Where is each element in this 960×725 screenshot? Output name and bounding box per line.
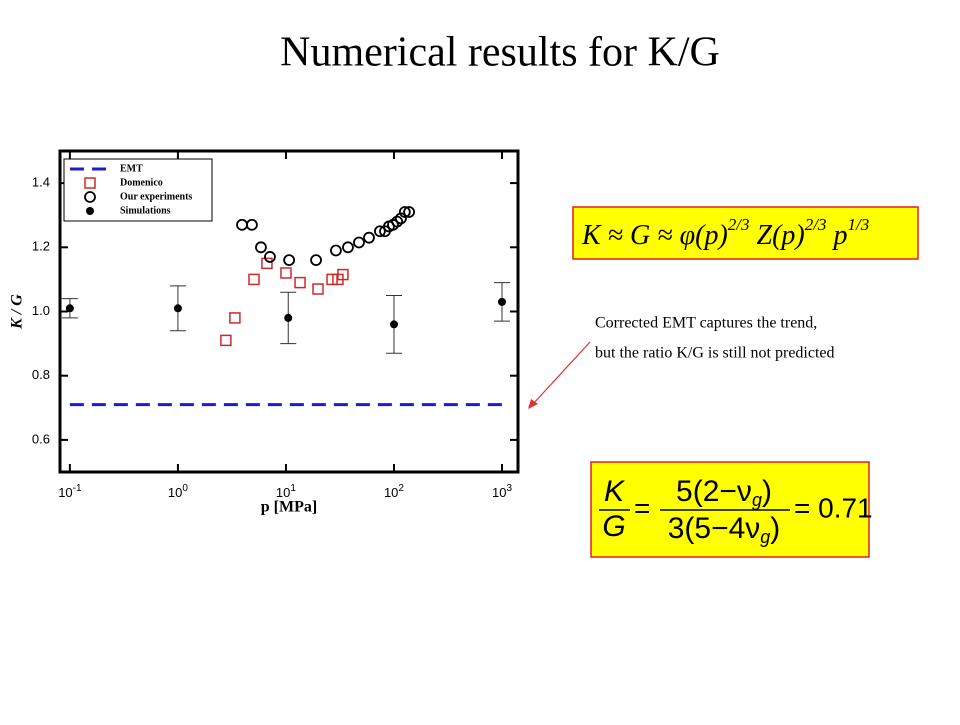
marker xyxy=(498,297,507,306)
x-tick-exponent: -1 xyxy=(73,483,82,494)
formula-part: Z(p) xyxy=(750,220,805,251)
marker xyxy=(229,312,241,324)
formula-sup: 2/3 xyxy=(805,215,827,234)
legend-swatch xyxy=(84,177,96,189)
marker xyxy=(173,304,182,313)
formula-part: 5(2−ν xyxy=(676,475,752,508)
formula-part: K ≈ G ≈ φ(p) xyxy=(581,220,728,251)
legend-label: Our experiments xyxy=(120,191,192,202)
formula-part: ) xyxy=(770,512,780,545)
x-tick-base: 10 xyxy=(276,485,290,500)
formula-sup: 2/3 xyxy=(728,215,750,234)
marker xyxy=(337,268,349,281)
formula-part: ) xyxy=(762,475,772,508)
x-axis-label: p [MPa] xyxy=(261,499,317,516)
formula-part: 3(5−4ν xyxy=(668,512,761,545)
x-tick-exponent: 2 xyxy=(398,483,404,494)
fraction-den: 3(5−4νg) xyxy=(668,512,781,547)
annotation-line: Corrected EMT captures the trend, xyxy=(595,315,817,332)
fraction-num: 5(2−νg) xyxy=(676,475,772,510)
marker xyxy=(248,273,260,286)
marker xyxy=(391,215,404,228)
marker xyxy=(342,241,354,254)
x-tick-base: 10 xyxy=(384,485,398,500)
marker xyxy=(264,251,276,263)
equals: = xyxy=(634,492,650,523)
annotation-line: but the ratio K/G is still not predicted xyxy=(595,345,835,362)
x-tick-label: 10-1 xyxy=(58,483,82,501)
formula: K ≈ G ≈ φ(p)2/3 Z(p)2/3 p1/3 xyxy=(581,215,869,252)
result: = 0.71 xyxy=(794,492,873,523)
marker xyxy=(294,276,306,289)
y-tick-label: 0.6 xyxy=(32,431,50,446)
marker xyxy=(312,283,324,295)
x-tick-label: 100 xyxy=(168,483,188,501)
formula-sub: g xyxy=(752,490,762,510)
marker xyxy=(374,225,386,238)
y-tick-label: 0.8 xyxy=(32,367,50,382)
x-tick-base: 10 xyxy=(58,485,72,500)
marker xyxy=(284,313,293,322)
legend-swatch xyxy=(84,191,96,203)
marker xyxy=(330,244,342,257)
formula: K G = 5(2−νg) 3(5−4νg) = 0.71 xyxy=(599,475,873,547)
x-tick-exponent: 0 xyxy=(182,483,188,494)
y-axis-label: K / G xyxy=(9,294,26,330)
marker xyxy=(283,254,296,267)
marker xyxy=(398,206,411,218)
x-tick-exponent: 1 xyxy=(290,483,296,494)
y-tick-label: 1.4 xyxy=(32,175,50,190)
y-tick-label: 1.0 xyxy=(32,303,50,318)
marker xyxy=(326,273,338,286)
marker xyxy=(65,304,74,313)
formula-part: p xyxy=(826,220,847,251)
x-tick-label: 103 xyxy=(492,483,512,501)
marker xyxy=(353,236,365,249)
marker xyxy=(310,254,322,267)
marker xyxy=(246,218,258,231)
fraction-den: G xyxy=(602,510,625,543)
fraction-num: K xyxy=(604,475,626,508)
legend-label: Domenico xyxy=(120,177,163,188)
marker xyxy=(395,212,407,225)
marker xyxy=(403,206,415,218)
marker xyxy=(220,334,232,347)
slide-title: Numerical results for K/G xyxy=(280,30,720,76)
formula-box xyxy=(572,206,919,260)
arrow-head xyxy=(528,399,538,409)
marker xyxy=(255,241,267,254)
marker xyxy=(280,267,292,279)
y-tick-label: 1.2 xyxy=(32,239,50,254)
formula-sup: 1/3 xyxy=(847,215,869,234)
x-tick-base: 10 xyxy=(492,485,506,500)
marker xyxy=(363,231,375,244)
x-tick-label: 102 xyxy=(384,483,404,501)
formula-sub: g xyxy=(760,527,770,547)
x-tick-label: 101 xyxy=(276,483,296,501)
x-tick-exponent: 3 xyxy=(506,483,512,494)
marker xyxy=(261,257,273,270)
legend-swatch xyxy=(86,207,94,215)
arrow xyxy=(532,341,591,405)
marker xyxy=(389,320,398,329)
x-tick-base: 10 xyxy=(168,485,182,500)
legend-label: EMT xyxy=(120,163,143,174)
legend-label: Simulations xyxy=(120,205,171,216)
